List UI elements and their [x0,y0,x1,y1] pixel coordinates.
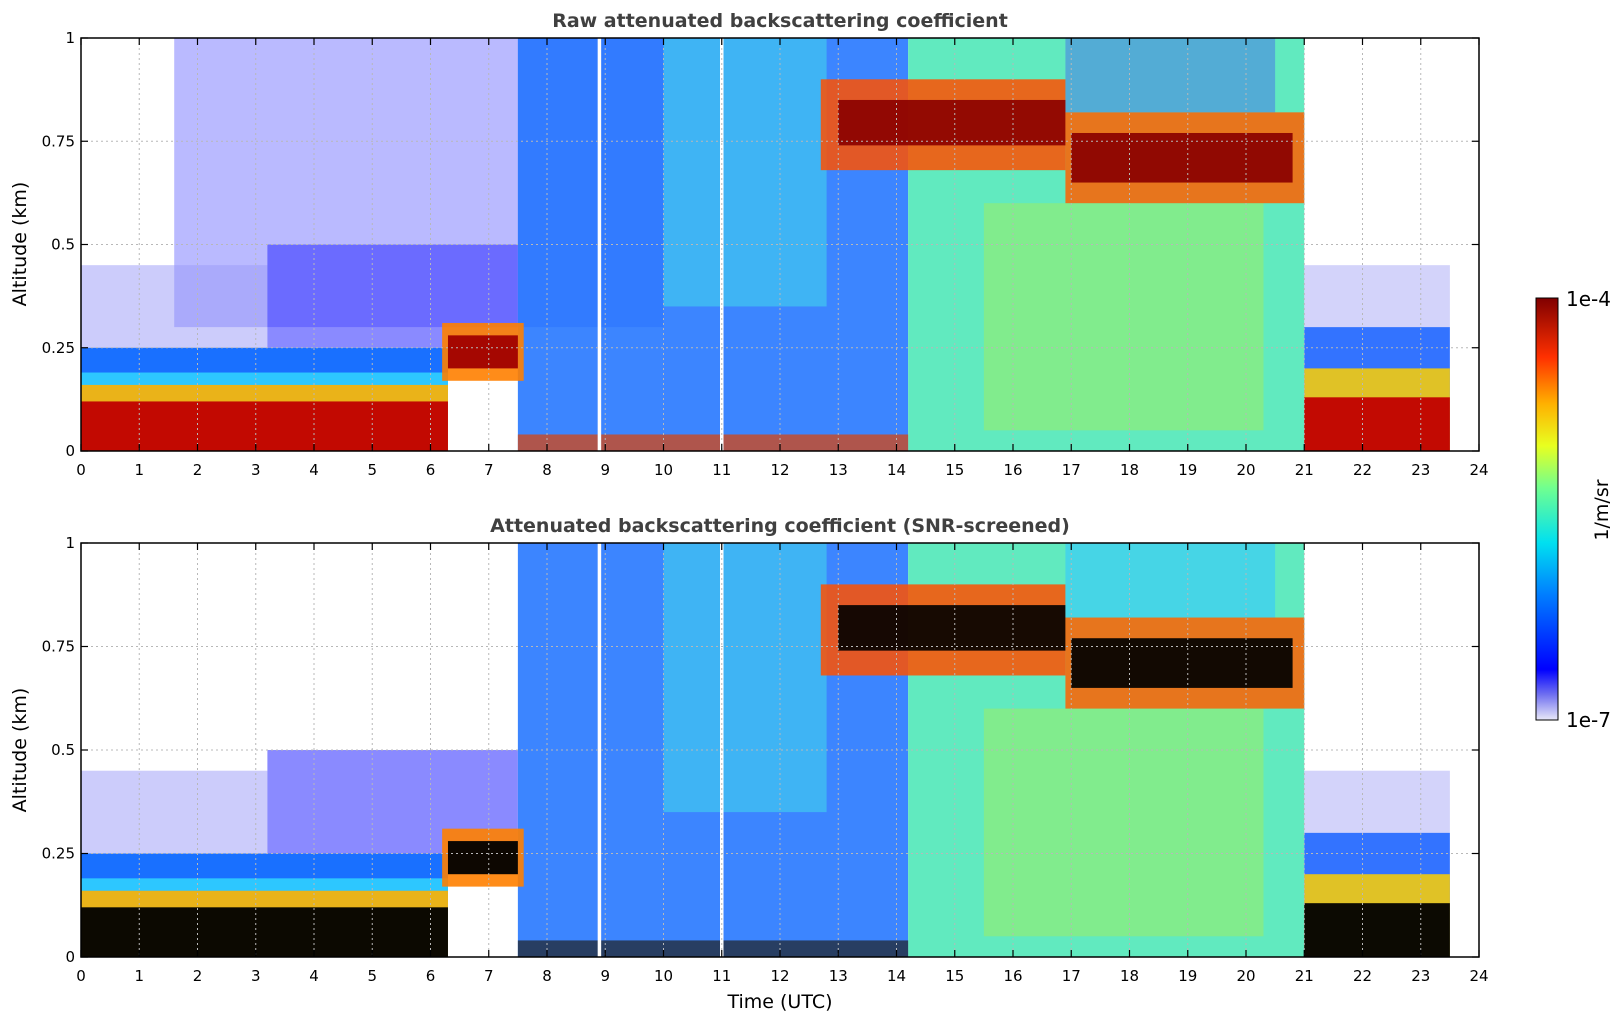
x-tick-label: 17 [1062,461,1081,479]
x-tick-label: 11 [712,461,731,479]
x-tick-label: 5 [367,461,377,479]
above-cloud [1065,38,1276,113]
x-tick-label: 8 [542,461,552,479]
x-tick-label: 13 [829,967,848,985]
x-tick-label: 1 [134,461,144,479]
x-tick-label: 12 [770,461,789,479]
top-panel-title: Raw attenuated backscattering coefficien… [552,10,1008,32]
x-tick-label: 6 [426,461,436,479]
x-tick-label: 20 [1236,967,1255,985]
x-tick-label: 5 [367,967,377,985]
y-tick-label: 0 [65,948,75,966]
x-tick-label: 13 [829,461,848,479]
colorbar: 1e-4 1e-7 1/m/sr [1535,287,1613,732]
x-tick-label: 16 [1003,967,1022,985]
elevated-layer-core [447,335,518,369]
bottom-y-axis-label: Altitude (km) [9,688,31,813]
x-tick-label: 15 [945,967,964,985]
aerosol-haze [81,265,268,348]
x-tick-label: 6 [426,967,436,985]
cloud-core [1071,132,1293,183]
x-tick-label: 17 [1062,967,1081,985]
x-tick-label: 11 [712,967,731,985]
y-tick-label: 1 [65,29,75,47]
x-tick-label: 18 [1120,967,1139,985]
x-tick-label: 2 [193,967,203,985]
boundary-layer-upper [663,543,827,813]
boundary-layer-afternoon-core [983,203,1264,431]
aerosol-haze [81,770,268,854]
x-tick-label: 9 [600,461,610,479]
x-tick-label: 19 [1178,461,1197,479]
surface-layer-evening-core [1304,397,1450,451]
x-tick-label: 0 [76,967,86,985]
boundary-layer-upper [663,38,827,307]
colorbar-min-label: 1e-7 [1566,708,1611,732]
y-tick-label: 0.5 [51,236,75,254]
surface-layer-core [81,401,448,451]
snr-screened-panel: Attenuated backscattering coefficient (S… [9,515,1489,1013]
x-tick-label: 24 [1469,967,1488,985]
above-cloud [1065,543,1276,618]
x-tick-label: 4 [309,461,319,479]
x-tick-label: 10 [654,461,673,479]
x-tick-label: 14 [887,461,906,479]
top-y-axis-label: Altitude (km) [9,182,31,307]
data-gap [597,543,602,957]
near-surface-strip [517,940,909,957]
x-tick-label: 22 [1353,461,1372,479]
x-tick-label: 15 [945,461,964,479]
colorbar-unit-label: 1/m/sr [1591,479,1613,540]
x-tick-label: 1 [134,967,144,985]
x-tick-label: 19 [1178,967,1197,985]
elevated-layer-core [447,841,518,875]
x-tick-label: 24 [1469,461,1488,479]
x-tick-label: 7 [484,967,494,985]
boundary-layer-afternoon-core [983,708,1264,937]
x-tick-label: 3 [251,461,261,479]
x-tick-label: 4 [309,967,319,985]
y-tick-label: 0.5 [51,741,75,759]
surface-layer-evening-haze [1304,770,1450,833]
y-tick-label: 0 [65,442,75,460]
x-tick-label: 16 [1003,461,1022,479]
surface-layer-core [81,907,448,957]
x-tick-label: 21 [1295,461,1314,479]
colorbar-gradient [1535,297,1559,721]
x-tick-label: 23 [1411,967,1430,985]
y-tick-label: 0.25 [42,339,75,357]
x-tick-label: 10 [654,967,673,985]
x-tick-label: 20 [1236,461,1255,479]
raw-backscatter-panel: Raw attenuated backscattering coefficien… [9,10,1489,479]
x-tick-label: 12 [770,967,789,985]
x-tick-label: 21 [1295,967,1314,985]
cloud-core [838,99,1066,146]
y-tick-label: 0.25 [42,845,75,863]
x-tick-label: 22 [1353,967,1372,985]
bottom-panel-title: Attenuated backscattering coefficient (S… [490,515,1070,537]
x-tick-label: 7 [484,461,494,479]
surface-layer-evening-core [1304,903,1450,957]
cloud-core [838,605,1066,651]
x-axis-label: Time (UTC) [726,991,832,1013]
cloud-core [1071,638,1293,688]
x-tick-label: 2 [193,461,203,479]
x-tick-label: 18 [1120,461,1139,479]
x-tick-label: 23 [1411,461,1430,479]
x-tick-label: 0 [76,461,86,479]
y-tick-label: 1 [65,534,75,552]
near-surface-strip [517,434,909,451]
x-tick-label: 9 [600,967,610,985]
data-gap [597,38,602,451]
y-tick-label: 0.75 [42,132,75,150]
x-tick-label: 8 [542,967,552,985]
y-tick-label: 0.75 [42,638,75,656]
colorbar-max-label: 1e-4 [1566,287,1611,311]
surface-layer-evening-haze [1304,265,1450,328]
x-tick-label: 3 [251,967,261,985]
x-tick-label: 14 [887,967,906,985]
